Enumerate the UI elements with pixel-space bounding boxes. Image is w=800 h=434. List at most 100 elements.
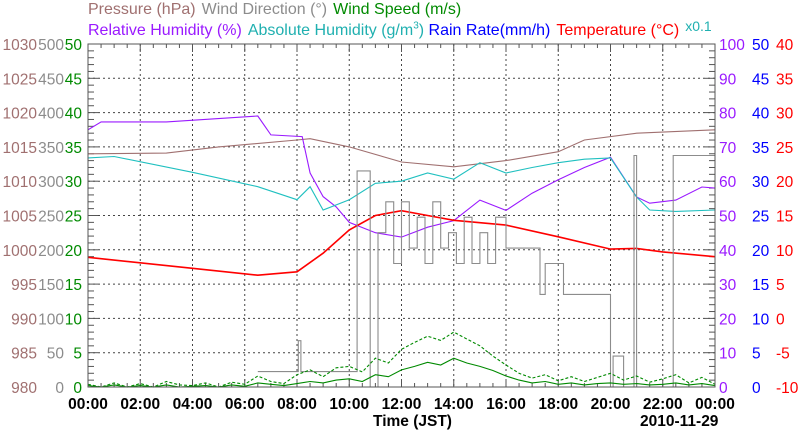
y-tick-label-pressure: 1025 — [3, 71, 37, 88]
y-tick-label-wind-speed: 35 — [65, 140, 82, 157]
y-tick-label-rain-rate: 5 — [752, 346, 761, 363]
y-tick-label-wind-speed: 45 — [65, 71, 82, 88]
x-tick-label: 08:00 — [277, 396, 317, 413]
legend-absolute-humidity: Absolute Humidity (g/m3) — [247, 21, 425, 40]
y-tick-label-rain-rate: 50 — [752, 37, 770, 54]
y-tick-label-temperature: 10 — [776, 243, 794, 260]
series-wind-speed-mean — [87, 357, 716, 388]
y-tick-label-wind-speed: 25 — [65, 209, 82, 226]
y-tick-label-wind-direction: 450 — [38, 71, 64, 88]
y-tick-label-pressure: 1015 — [3, 140, 37, 157]
x-tick-label: 16:00 — [486, 396, 526, 413]
y-tick-label-temperature: 40 — [776, 37, 794, 54]
y-tick-label-rain-rate: 45 — [752, 71, 769, 88]
y-tick-label-wind-direction: 100 — [38, 311, 64, 328]
series-wind-direction — [257, 154, 715, 388]
y-tick-label-pressure: 990 — [11, 311, 37, 328]
legend-row-2: Relative Humidity (%) Absolute Humidity (… — [88, 18, 718, 40]
y-tick-label-temperature: -10 — [776, 380, 799, 397]
y-tick-label-temperature: -5 — [776, 346, 790, 363]
legend-row-1: Pressure (hPa) Wind Direction (°) Wind Spe… — [88, 1, 467, 19]
y-tick-label-wind-speed: 5 — [73, 346, 82, 363]
y-tick-label-wind-direction: 0 — [55, 380, 64, 397]
y-tick-label-temperature: 30 — [776, 106, 794, 123]
y-tick-label-relative-humidity: 70 — [719, 140, 737, 157]
y-tick-label-rain-rate: 15 — [752, 277, 769, 294]
y-tick-label-relative-humidity: 10 — [719, 346, 737, 363]
y-tick-label-wind-direction: 400 — [38, 106, 64, 123]
y-tick-label-relative-humidity: 100 — [719, 37, 745, 54]
y-tick-label-wind-speed: 50 — [65, 37, 83, 54]
y-tick-label-pressure: 1005 — [3, 209, 37, 226]
y-tick-label-rain-rate: 35 — [752, 140, 769, 157]
y-tick-label-wind-speed: 20 — [65, 243, 83, 260]
y-tick-label-wind-direction: 300 — [38, 174, 64, 191]
date-label: 2010-11-29 — [640, 413, 719, 430]
y-tick-label-temperature: 20 — [776, 174, 794, 191]
y-tick-label-wind-speed: 30 — [65, 174, 83, 191]
y-tick-label-wind-direction: 200 — [38, 243, 64, 260]
x-tick-label: 04:00 — [173, 396, 213, 413]
y-tick-label-pressure: 1000 — [3, 243, 38, 260]
x-axis-label: Time (JST) — [373, 413, 452, 430]
y-tick-label-rain-rate: 0 — [752, 380, 761, 397]
y-tick-label-pressure: 995 — [11, 277, 37, 294]
y-tick-label-pressure: 1020 — [3, 106, 38, 123]
series-temperature — [87, 209, 716, 277]
x-tick-label: 02:00 — [120, 396, 160, 413]
y-tick-label-rain-rate: 40 — [752, 106, 770, 123]
y-tick-label-rain-rate: 30 — [752, 174, 770, 191]
legend-abs-humidity-sup: 3 — [413, 21, 419, 32]
legend-rain-rate: Rain Rate(mm/h) — [428, 22, 551, 40]
y-tick-label-wind-direction: 500 — [38, 37, 64, 54]
y-tick-label-rain-rate: 25 — [752, 209, 769, 226]
y-tick-label-wind-direction: 350 — [38, 140, 64, 157]
x-tick-label: 20:00 — [591, 396, 631, 413]
y-tick-label-relative-humidity: 80 — [719, 106, 737, 123]
x-tick-label: 18:00 — [538, 396, 578, 413]
y-tick-label-rain-rate: 10 — [752, 311, 770, 328]
y-tick-label-temperature: 0 — [776, 311, 785, 328]
legend-abs-humidity-suffix: ) — [418, 22, 425, 40]
y-tick-label-wind-direction: 250 — [38, 209, 64, 226]
y-tick-label-pressure: 980 — [11, 380, 37, 397]
legend-abs-humidity-scale: x0.1 — [685, 18, 712, 35]
y-tick-label-relative-humidity: 60 — [719, 174, 737, 191]
series-pressure — [87, 129, 716, 168]
y-tick-label-wind-speed: 10 — [65, 311, 83, 328]
y-tick-label-wind-speed: 0 — [73, 380, 82, 397]
legend-abs-humidity-prefix: Absolute Humidity (g/m — [247, 22, 414, 40]
y-tick-label-relative-humidity: 50 — [719, 209, 737, 226]
y-tick-label-temperature: 35 — [776, 71, 793, 88]
y-tick-label-relative-humidity: 30 — [719, 277, 737, 294]
y-tick-label-relative-humidity: 90 — [719, 71, 737, 88]
y-tick-label-temperature: 25 — [776, 140, 793, 157]
plot-frame — [87, 43, 716, 388]
x-tick-label: 22:00 — [643, 396, 683, 413]
x-tick-label: 00:00 — [68, 396, 108, 413]
y-tick-label-temperature: 15 — [776, 209, 793, 226]
y-tick-label-relative-humidity: 40 — [719, 243, 737, 260]
y-tick-label-wind-speed: 15 — [65, 277, 82, 294]
legend-relative-humidity: Relative Humidity (%) — [88, 22, 242, 40]
series-absolute-humidity-x0-1-on-0-50-axis — [87, 155, 716, 212]
y-tick-label-pressure: 1010 — [3, 174, 38, 191]
series-wind-speed-gust — [87, 331, 716, 388]
x-tick-label: 10:00 — [329, 396, 369, 413]
y-tick-label-pressure: 985 — [11, 346, 37, 363]
y-tick-label-relative-humidity: 0 — [719, 380, 728, 397]
y-tick-label-wind-speed: 40 — [65, 106, 83, 123]
y-tick-label-rain-rate: 20 — [752, 243, 770, 260]
y-tick-label-relative-humidity: 20 — [719, 311, 737, 328]
legend-wind-speed: Wind Speed (m/s) — [333, 1, 462, 18]
x-tick-label: 06:00 — [225, 396, 265, 413]
legend-pressure: Pressure (hPa) — [88, 1, 196, 18]
legend-temperature: Temperature (°C) — [556, 22, 680, 40]
y-tick-label-temperature: 5 — [776, 277, 785, 294]
legend-wind-direction: Wind Direction (°) — [201, 1, 328, 18]
x-tick-label: 14:00 — [434, 396, 474, 413]
y-tick-label-wind-direction: 150 — [38, 277, 64, 294]
y-tick-label-wind-direction: 50 — [47, 346, 65, 363]
x-tick-label: 00:00 — [695, 396, 735, 413]
